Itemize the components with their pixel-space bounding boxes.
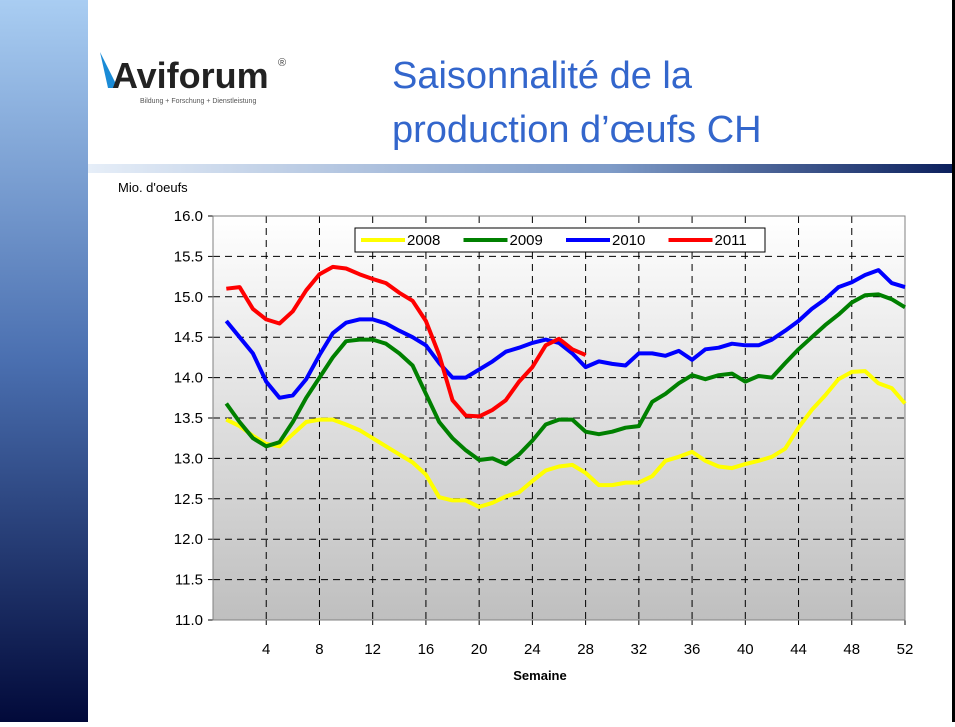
header-rule [88, 164, 955, 173]
logo-icon [100, 52, 118, 88]
x-tick-label: 32 [631, 641, 648, 658]
chart: 11.0 11.5 12.0 12.5 13.0 13.5 14.0 14.5 15.0 15.5… [174, 208, 914, 658]
y-tick-label: 15.0 [174, 289, 203, 306]
y-tick-label: 16.0 [174, 208, 203, 225]
series-line [224, 268, 906, 400]
y-tick-label: 14.5 [174, 329, 203, 346]
logo-tagline: Bildung + Forschung + Dienstleistung [140, 98, 256, 105]
series-line [226, 264, 587, 419]
x-axis-label: Semaine [513, 668, 566, 683]
y-tick-label: 11.0 [175, 612, 203, 629]
side-bar [0, 0, 88, 722]
x-tick-label: 4 [262, 641, 270, 658]
y-tick-label: 14.0 [174, 370, 203, 387]
x-tick-label: 20 [471, 641, 488, 658]
x-tick-label: 28 [577, 641, 594, 658]
x-tick-label: 40 [737, 641, 754, 658]
y-tick-label: 12.5 [174, 491, 203, 508]
y-tick-label: 13.0 [174, 450, 203, 467]
x-tick-label: 48 [843, 641, 860, 658]
y-axis-label: Mio. d'oeufs [118, 180, 188, 195]
title-line: production d’œufs CH [392, 109, 762, 151]
title-line: Saisonnalité de la [392, 55, 693, 97]
legend-label: 2011 [715, 232, 747, 249]
x-tick-label: 52 [897, 641, 914, 658]
logo-mark: ® [278, 57, 286, 69]
y-tick-label: 15.5 [174, 248, 203, 265]
y-tick-label: 12.0 [174, 531, 203, 548]
x-tick-label: 8 [315, 641, 323, 658]
series-line [225, 369, 907, 509]
legend-label: 2009 [510, 232, 543, 249]
logo: Aviforum [112, 55, 269, 96]
series-line [224, 292, 907, 467]
y-tick-label: 11.5 [175, 572, 203, 589]
x-tick-label: 44 [790, 641, 807, 658]
y-tick-label: 13.5 [174, 410, 203, 427]
x-tick-label: 12 [364, 641, 381, 658]
legend-label: 2008 [407, 232, 440, 249]
right-border [952, 0, 955, 722]
x-tick-label: 16 [418, 641, 435, 658]
x-tick-label: 24 [524, 641, 541, 658]
legend-label: 2010 [612, 232, 645, 249]
x-tick-label: 36 [684, 641, 701, 658]
plot-frame [212, 215, 906, 621]
